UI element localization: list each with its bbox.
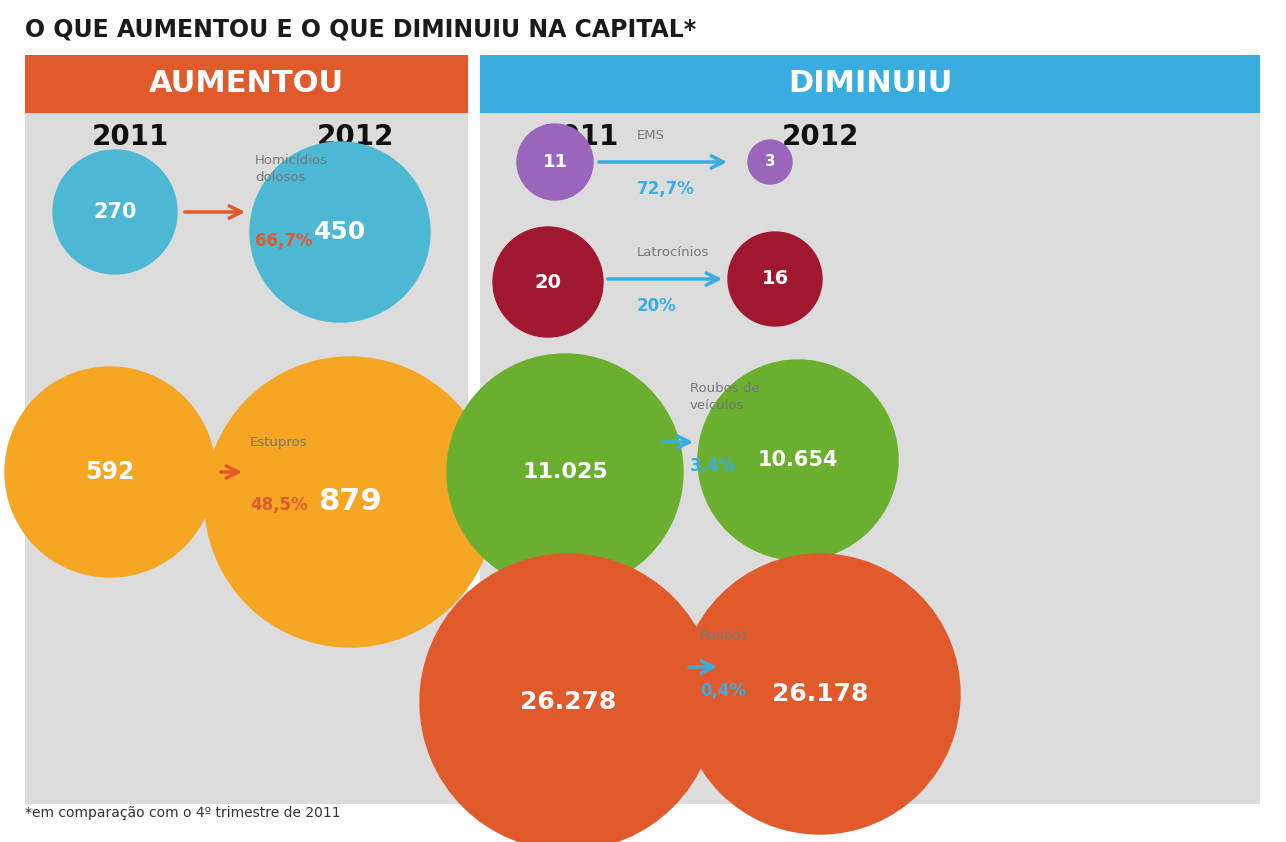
Text: 26.278: 26.278 <box>520 690 616 714</box>
Text: 16: 16 <box>761 269 788 289</box>
Text: Roubos de
veículos: Roubos de veículos <box>691 382 760 412</box>
Bar <box>480 113 1260 804</box>
Text: 270: 270 <box>94 202 136 222</box>
Text: 592: 592 <box>85 460 135 484</box>
Text: 20: 20 <box>535 273 562 291</box>
Text: 0,4%: 0,4% <box>700 682 746 700</box>
Text: DIMINUIU: DIMINUIU <box>788 70 952 99</box>
Text: Homicídios
dolosos: Homicídios dolosos <box>255 154 328 184</box>
Circle shape <box>517 124 593 200</box>
Circle shape <box>421 554 716 842</box>
Text: 2011: 2011 <box>91 123 168 151</box>
Bar <box>480 55 1260 113</box>
Text: 2011: 2011 <box>541 123 619 151</box>
Text: 2012: 2012 <box>782 123 859 151</box>
Text: 11.025: 11.025 <box>522 462 608 482</box>
Text: Roubos: Roubos <box>700 629 748 642</box>
Circle shape <box>680 554 961 834</box>
Text: 11: 11 <box>543 153 567 171</box>
Text: 3: 3 <box>765 154 775 169</box>
Text: EMS: EMS <box>637 129 665 142</box>
Text: 20%: 20% <box>637 297 676 315</box>
Text: 26.178: 26.178 <box>772 682 868 706</box>
Text: 72,7%: 72,7% <box>637 180 694 198</box>
Text: 2012: 2012 <box>316 123 394 151</box>
Text: 66,7%: 66,7% <box>255 232 312 250</box>
Text: *em comparação com o 4º trimestre de 2011: *em comparação com o 4º trimestre de 201… <box>24 806 341 820</box>
Circle shape <box>204 357 495 647</box>
Circle shape <box>698 360 898 560</box>
Text: 879: 879 <box>318 488 382 516</box>
Text: 450: 450 <box>314 220 367 244</box>
Circle shape <box>5 367 215 577</box>
Text: AUMENTOU: AUMENTOU <box>149 70 345 99</box>
Circle shape <box>493 227 603 337</box>
Circle shape <box>448 354 683 590</box>
Circle shape <box>53 150 177 274</box>
Text: Estupros: Estupros <box>249 436 307 449</box>
Bar <box>24 55 468 113</box>
Circle shape <box>748 140 792 184</box>
Bar <box>24 113 468 804</box>
Circle shape <box>249 142 430 322</box>
Text: 48,5%: 48,5% <box>249 496 307 514</box>
Text: 3,4%: 3,4% <box>691 457 737 475</box>
Circle shape <box>728 232 822 326</box>
Text: Latrocínios: Latrocínios <box>637 246 710 259</box>
Text: 10.654: 10.654 <box>757 450 838 470</box>
Text: O QUE AUMENTOU E O QUE DIMINUIU NA CAPITAL*: O QUE AUMENTOU E O QUE DIMINUIU NA CAPIT… <box>24 18 696 42</box>
